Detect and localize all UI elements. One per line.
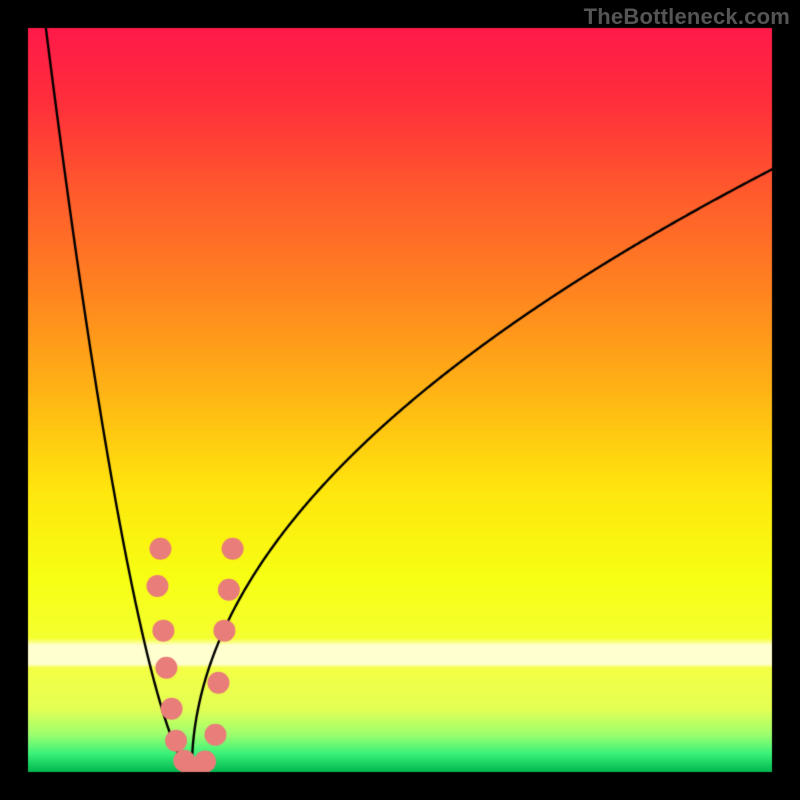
bottleneck-chart-canvas xyxy=(0,0,800,800)
